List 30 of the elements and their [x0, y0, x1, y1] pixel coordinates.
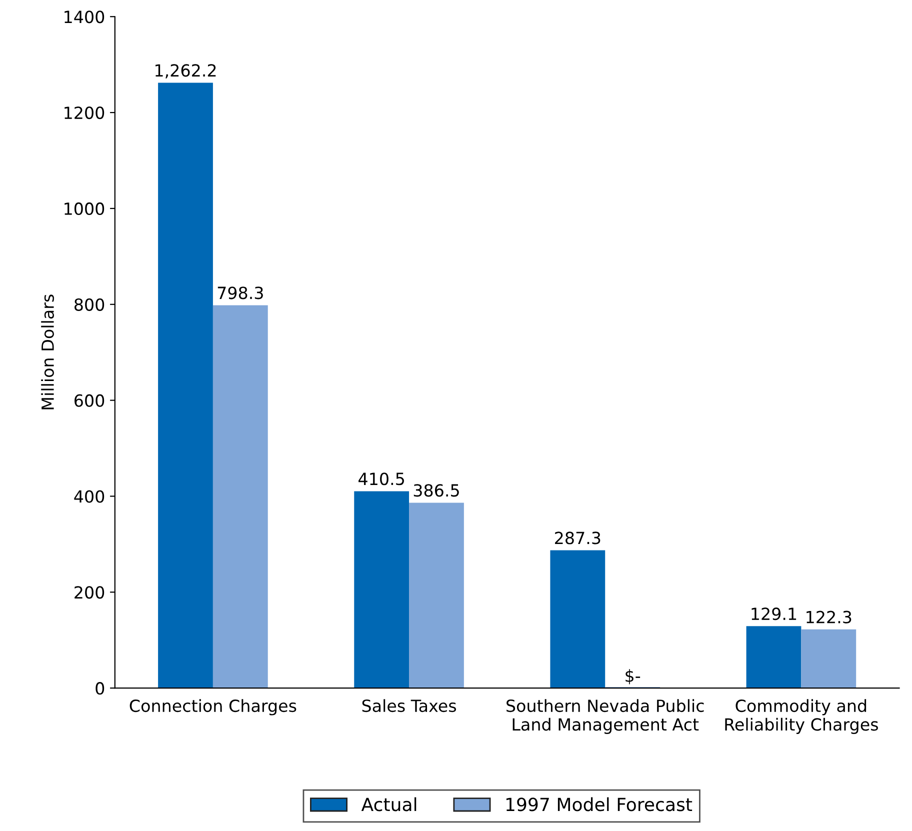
data-label: 386.5	[414, 484, 459, 497]
data-label: 129.1	[752, 608, 796, 620]
x-tick-label: Connection Charges	[130, 699, 296, 716]
legend-label: Actual	[361, 797, 416, 812]
data-label: 1,262.2	[156, 64, 216, 78]
x-tick-label: Sales Taxes	[362, 699, 456, 712]
x-tick-label: Southern Nevada Public Land Management Act	[506, 699, 704, 734]
y-tick-label: 400	[74, 490, 104, 503]
y-tick-label: 800	[74, 298, 104, 311]
y-axis-title: Million Dollars	[41, 294, 54, 410]
data-label: 410.5	[358, 472, 404, 486]
y-tick-label: 0	[96, 682, 104, 695]
data-label: 287.3	[555, 532, 600, 544]
data-label: 798.3	[218, 286, 263, 300]
bar	[801, 629, 856, 688]
bar	[354, 491, 410, 688]
data-label: 122.3	[806, 610, 852, 624]
bar	[550, 550, 606, 688]
bar	[409, 502, 464, 688]
bar	[746, 626, 802, 688]
data-label: $-	[626, 669, 640, 684]
y-tick-label: 1200	[64, 106, 104, 120]
y-tick-label: 200	[74, 586, 104, 599]
bar	[212, 305, 268, 688]
y-tick-label: 600	[74, 394, 104, 407]
bar	[158, 82, 213, 688]
x-tick-label: Commodity and Reliability Charges	[725, 699, 878, 734]
legend-label: 1997 Model Forecast	[506, 797, 692, 812]
y-tick-label: 1400	[64, 10, 104, 24]
y-tick-label: 1000	[64, 202, 104, 216]
